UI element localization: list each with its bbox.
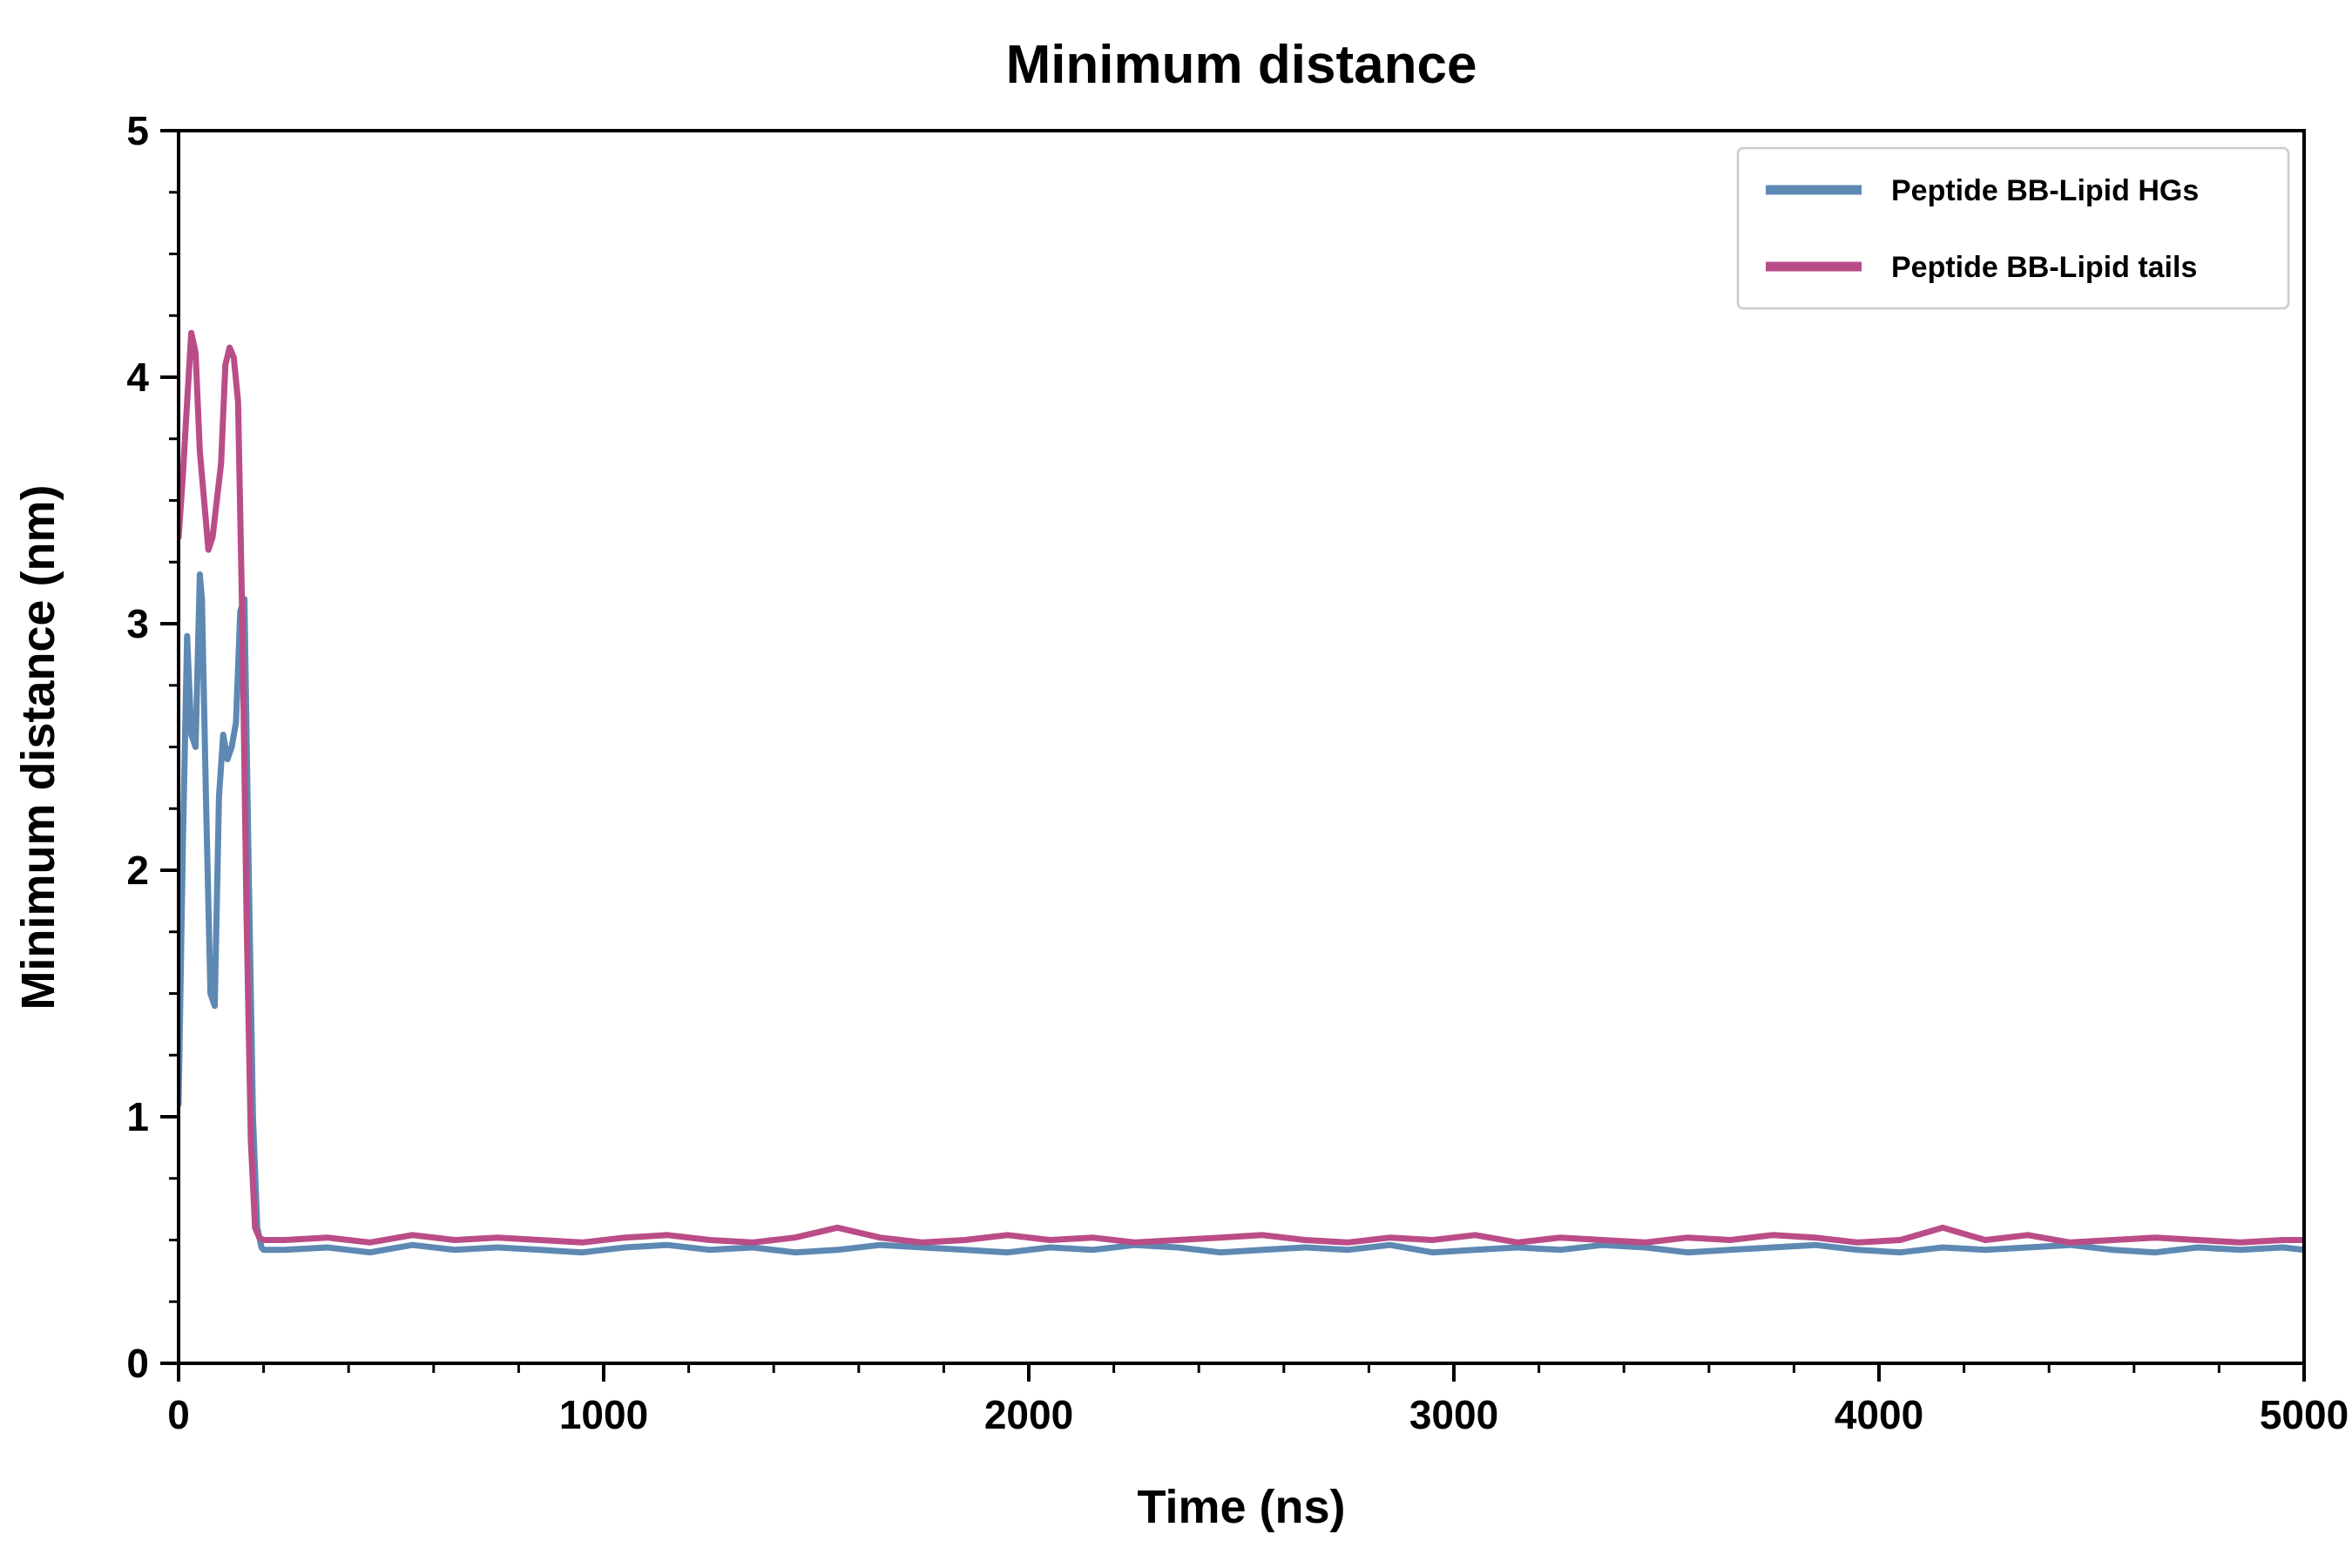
y-axis-label: Minimum distance (nm) (12, 484, 64, 1010)
x-tick-label: 4000 (1835, 1392, 1923, 1437)
y-tick-label: 0 (126, 1341, 149, 1386)
x-axis-label: Time (ns) (1137, 1481, 1345, 1533)
y-tick-label: 3 (126, 601, 149, 646)
y-tick-label: 4 (126, 355, 149, 400)
x-tick-label: 2000 (984, 1392, 1073, 1437)
legend-label-0: Peptide BB-Lipid HGs (1891, 174, 2199, 207)
x-tick-label: 3000 (1409, 1392, 1498, 1437)
x-tick-label: 0 (167, 1392, 190, 1437)
plot-frame-layer (177, 129, 2306, 1365)
y-tick-label: 5 (126, 108, 149, 153)
chart-title: Minimum distance (1006, 35, 1477, 95)
plot-frame (177, 129, 2306, 1365)
y-tick-label: 1 (126, 1094, 149, 1139)
legend-label-1: Peptide BB-Lipid tails (1891, 251, 2197, 284)
legend-box (1736, 146, 2290, 310)
legend: Peptide BB-Lipid HGs Peptide BB-Lipid tai… (1736, 146, 2290, 310)
x-tick-label: 5000 (2260, 1392, 2349, 1437)
series-line-0 (179, 571, 2304, 1256)
series-line-1 (179, 329, 2304, 1246)
x-tick-label: 1000 (559, 1392, 648, 1437)
y-tick-label: 2 (126, 848, 149, 893)
series-lines (179, 329, 2304, 1256)
